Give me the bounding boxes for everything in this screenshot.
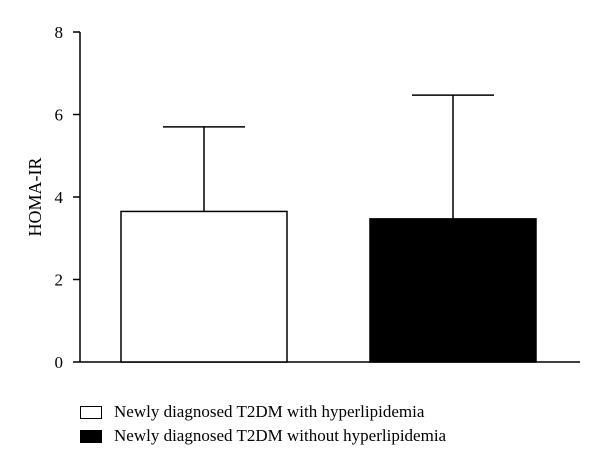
y-tick-label: 2 [55, 271, 64, 290]
y-tick-label: 0 [55, 353, 64, 372]
legend-swatch-white [80, 405, 102, 419]
bars [120, 94, 537, 363]
legend-item: Newly diagnosed T2DM with hyperlipidemia [80, 400, 446, 424]
bar-with-hyperlipidemia [120, 210, 288, 363]
y-tick-label: 8 [55, 23, 64, 42]
legend-label: Newly diagnosed T2DM without hyperlipide… [114, 426, 447, 445]
legend-swatch-black [80, 429, 102, 443]
bar-chart: 0 2 4 6 8 HOMA-IR [25, 23, 580, 372]
legend-item: Newly diagnosed T2DM without hyperlipide… [80, 424, 446, 448]
y-axis-label: HOMA-IR [25, 158, 45, 237]
legend-label: Newly diagnosed T2DM with hyperlipidemia [114, 402, 425, 421]
y-tick-label: 4 [55, 188, 64, 207]
bar-without-hyperlipidemia [369, 218, 537, 363]
legend: Newly diagnosed T2DM with hyperlipidemia… [80, 400, 446, 448]
y-tick-label: 6 [55, 106, 64, 125]
